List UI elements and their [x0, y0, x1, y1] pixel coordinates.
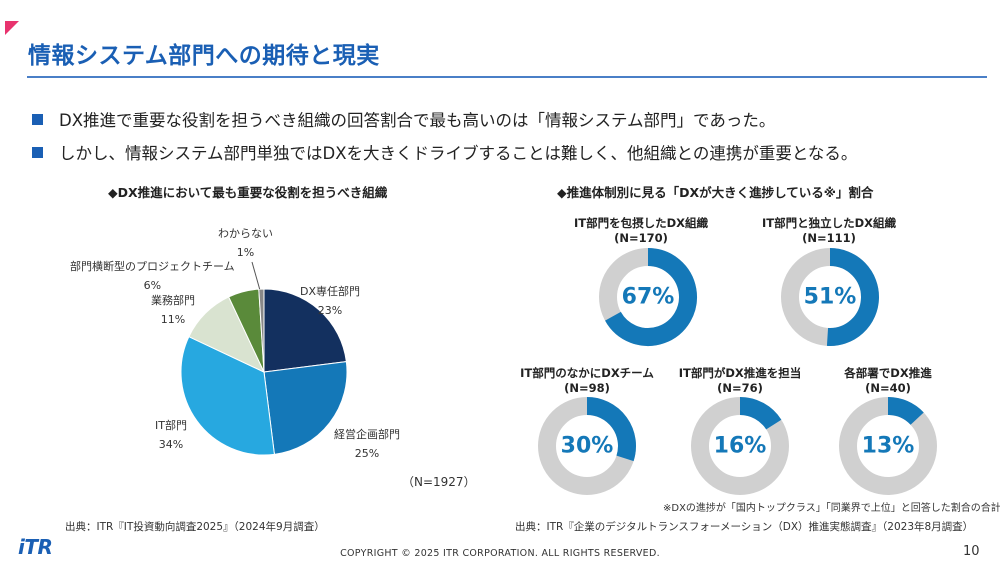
pie-label-name: わからない: [218, 227, 273, 240]
page-number: 10: [963, 544, 980, 559]
pie-label-pct: 1%: [236, 246, 255, 259]
donut-n: (N=111): [802, 231, 856, 245]
pie-slice: [263, 361, 348, 455]
pie-label-pct: 23%: [317, 304, 343, 317]
donut-percent: 13%: [861, 433, 915, 459]
itr-logo: iTR: [18, 535, 53, 559]
donut-title-text: IT部門と独立したDX組織: [761, 216, 897, 230]
corner-accent-mark: [5, 21, 19, 35]
pie-label-dx-dept: DX専任部門 23%: [300, 282, 360, 320]
source-right: 出典：ITR『企業のデジタルトランスフォーメーション（DX）推進実態調査』（20…: [515, 521, 974, 533]
pie-label-name: 業務部門: [151, 294, 195, 307]
donut-title-text: IT部門のなかにDXチーム: [520, 366, 654, 380]
donut-title: IT部門と独立したDX組織 (N=111): [762, 216, 896, 246]
donut-value-arc: [739, 397, 782, 430]
pie-label-it-dept: IT部門 34%: [155, 416, 187, 454]
donut-percent: 16%: [713, 433, 767, 459]
pie-chart-title: ◆DX推進において最も重要な役割を担うべき組織: [108, 185, 388, 200]
bullet-square-icon: [32, 113, 43, 125]
pie-label-unknown: わからない 1%: [218, 224, 273, 262]
title-divider: [27, 76, 987, 78]
bullet-text: しかし、情報システム部門単独ではDXを大きくドライブすることは難しく、他組織との…: [59, 144, 858, 163]
pie-label-pct: 6%: [143, 279, 162, 292]
bullet-item: しかし、情報システム部門単独ではDXを大きくドライブすることは難しく、他組織との…: [32, 140, 857, 164]
donut-title: IT部門のなかにDXチーム (N=98): [520, 366, 654, 396]
pie-label-name: 部門横断型のプロジェクトチーム: [70, 260, 235, 273]
donut-n: (N=98): [564, 381, 610, 395]
bullet-item: DX推進で重要な役割を担うべき組織の回答割合で最も高いのは「情報システム部門」で…: [32, 107, 775, 131]
donut-percent: 67%: [621, 284, 675, 310]
source-left: 出典：ITR『IT投資動向調査2025』（2024年9月調査）: [65, 521, 325, 533]
donut-title: IT部門を包摂したDX組織 (N=170): [574, 216, 708, 246]
footnote: ※DXの進捗が「国内トップクラス」「同業界で上位」と回答した割合の合計: [663, 503, 1000, 514]
copyright-text: COPYRIGHT © 2025 ITR CORPORATION. ALL RI…: [340, 548, 660, 559]
donut-n: (N=170): [614, 231, 668, 245]
donut-title-text: IT部門がDX推進を担当: [678, 366, 802, 380]
donut-value-arc: [887, 397, 924, 426]
pie-label-planning-dept: 経営企画部門 25%: [334, 425, 400, 463]
pie-label-name: DX専任部門: [300, 285, 361, 298]
page-title: 情報システム部門への期待と現実: [28, 43, 380, 69]
donut-value-arc: [586, 397, 636, 462]
pie-leader-line: [251, 261, 261, 290]
donut-title-text: IT部門を包摂したDX組織: [573, 216, 709, 230]
donut-n: (N=76): [717, 381, 763, 395]
pie-label-name: 経営企画部門: [334, 428, 400, 441]
bullet-square-icon: [32, 146, 43, 158]
bullet-text: DX推進で重要な役割を担うべき組織の回答割合で最も高いのは「情報システム部門」で…: [59, 111, 776, 130]
pie-slice: [263, 288, 347, 373]
pie-label-pct: 11%: [160, 313, 186, 326]
sample-size-label: （N=1927）: [402, 475, 476, 489]
donut-value-arc: [826, 248, 879, 346]
donut-percent: 51%: [803, 284, 857, 310]
donut-title: 各部署でDX推進 (N=40): [844, 366, 931, 396]
donut-title-text: 各部署でDX推進: [844, 366, 932, 380]
donut-value-arc: [605, 248, 697, 346]
donut-percent: 30%: [560, 433, 614, 459]
pie-slice: [258, 288, 265, 373]
pie-label-pct: 34%: [158, 438, 184, 451]
pie-label-pct: 25%: [354, 447, 380, 460]
donut-n: (N=40): [865, 381, 911, 395]
donut-section-title: ◆推進体制別に見る「DXが大きく進捗している※」割合: [557, 185, 874, 200]
pie-label-name: IT部門: [155, 419, 187, 432]
pie-label-business-dept: 業務部門 11%: [151, 291, 195, 329]
donut-title: IT部門がDX推進を担当 (N=76): [679, 366, 802, 396]
pie-label-cross-team: 部門横断型のプロジェクトチーム 6%: [70, 257, 235, 295]
